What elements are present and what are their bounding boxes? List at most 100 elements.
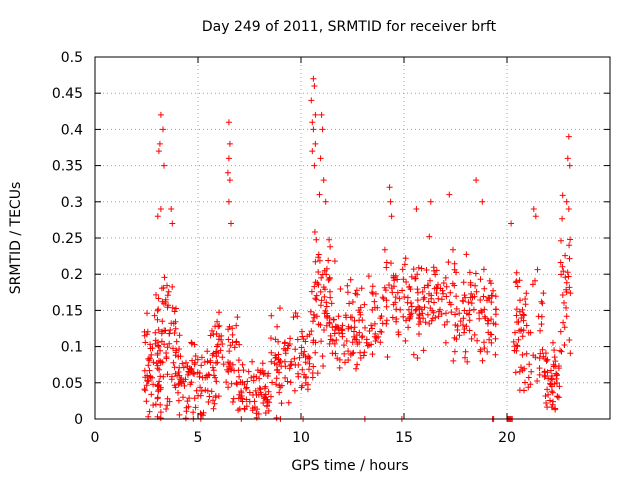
data-point	[544, 356, 551, 363]
data-point	[157, 409, 164, 416]
data-point	[273, 381, 280, 388]
data-point	[549, 373, 555, 379]
data-point	[386, 184, 393, 191]
data-point	[554, 380, 560, 386]
data-point	[192, 353, 199, 359]
data-point	[355, 307, 362, 314]
data-point	[152, 329, 159, 336]
data-point	[141, 386, 148, 393]
data-point	[225, 359, 232, 366]
data-point	[349, 299, 356, 305]
data-point	[272, 352, 279, 359]
data-point	[465, 299, 472, 306]
data-point	[492, 321, 499, 328]
data-point	[566, 255, 573, 262]
data-point	[466, 311, 472, 318]
data-point	[287, 362, 294, 369]
data-point	[312, 140, 319, 147]
data-point	[464, 358, 471, 365]
data-point	[559, 263, 566, 270]
data-point	[298, 344, 305, 351]
data-point	[260, 371, 267, 378]
data-point	[216, 322, 223, 329]
data-point	[333, 337, 340, 343]
data-point	[211, 372, 217, 379]
data-point	[447, 289, 454, 296]
data-point	[473, 177, 480, 184]
data-point	[252, 387, 259, 394]
data-point	[390, 283, 397, 290]
data-point	[235, 357, 242, 364]
data-point	[225, 198, 232, 205]
data-point	[539, 300, 546, 307]
data-point	[538, 313, 545, 320]
y-tick-label: 0.1	[61, 340, 83, 356]
data-point	[543, 400, 550, 406]
data-point	[537, 350, 544, 357]
data-point	[564, 269, 571, 276]
data-point	[148, 351, 155, 358]
data-point	[395, 331, 402, 338]
data-point	[481, 313, 488, 320]
x-tick-label: 5	[194, 430, 203, 446]
data-point	[477, 297, 484, 303]
data-point	[264, 373, 271, 379]
data-point	[294, 313, 301, 320]
data-point	[295, 370, 301, 377]
data-point	[482, 315, 489, 322]
data-point	[406, 315, 413, 322]
data-point	[554, 393, 561, 400]
data-point	[249, 358, 256, 365]
data-point	[223, 379, 230, 386]
data-point	[352, 290, 359, 297]
data-point	[525, 329, 532, 336]
data-point	[154, 395, 161, 402]
data-point	[538, 321, 545, 328]
data-point	[213, 349, 220, 356]
data-point	[327, 288, 333, 295]
data-point	[164, 402, 171, 409]
data-point	[451, 260, 458, 267]
data-point	[160, 373, 167, 380]
chart-title: Day 249 of 2011, SRMTID for receiver brf…	[202, 19, 497, 35]
data-point	[168, 376, 175, 383]
data-point	[530, 206, 537, 212]
x-tick-label: 10	[292, 430, 310, 446]
y-tick-label: 0.2	[61, 267, 83, 283]
data-point	[294, 336, 301, 343]
data-point	[473, 288, 480, 295]
x-tick-label: 20	[498, 430, 516, 446]
data-point	[259, 360, 266, 367]
data-point	[250, 373, 257, 380]
data-point	[485, 317, 492, 324]
data-point	[150, 402, 157, 409]
data-point	[331, 340, 338, 347]
data-point	[236, 341, 243, 348]
data-point	[540, 290, 547, 297]
data-point	[196, 373, 203, 380]
data-point	[206, 393, 213, 400]
data-point	[566, 162, 573, 169]
data-point	[477, 346, 484, 353]
data-point	[442, 274, 449, 281]
data-point	[215, 323, 222, 330]
data-point	[173, 338, 180, 345]
data-point	[435, 281, 441, 288]
data-point	[153, 291, 159, 298]
data-point	[302, 353, 309, 360]
data-point	[566, 284, 573, 291]
data-point	[178, 380, 185, 387]
data-point	[250, 392, 256, 398]
data-point	[560, 319, 567, 326]
data-point	[513, 306, 520, 313]
data-point	[523, 322, 530, 329]
data-point	[487, 331, 494, 338]
data-point	[225, 119, 232, 126]
data-point	[462, 294, 469, 301]
data-point	[172, 384, 179, 391]
data-point	[176, 411, 183, 418]
data-point	[443, 283, 450, 290]
data-point	[275, 356, 282, 363]
data-point	[443, 310, 449, 317]
data-point	[197, 384, 204, 391]
